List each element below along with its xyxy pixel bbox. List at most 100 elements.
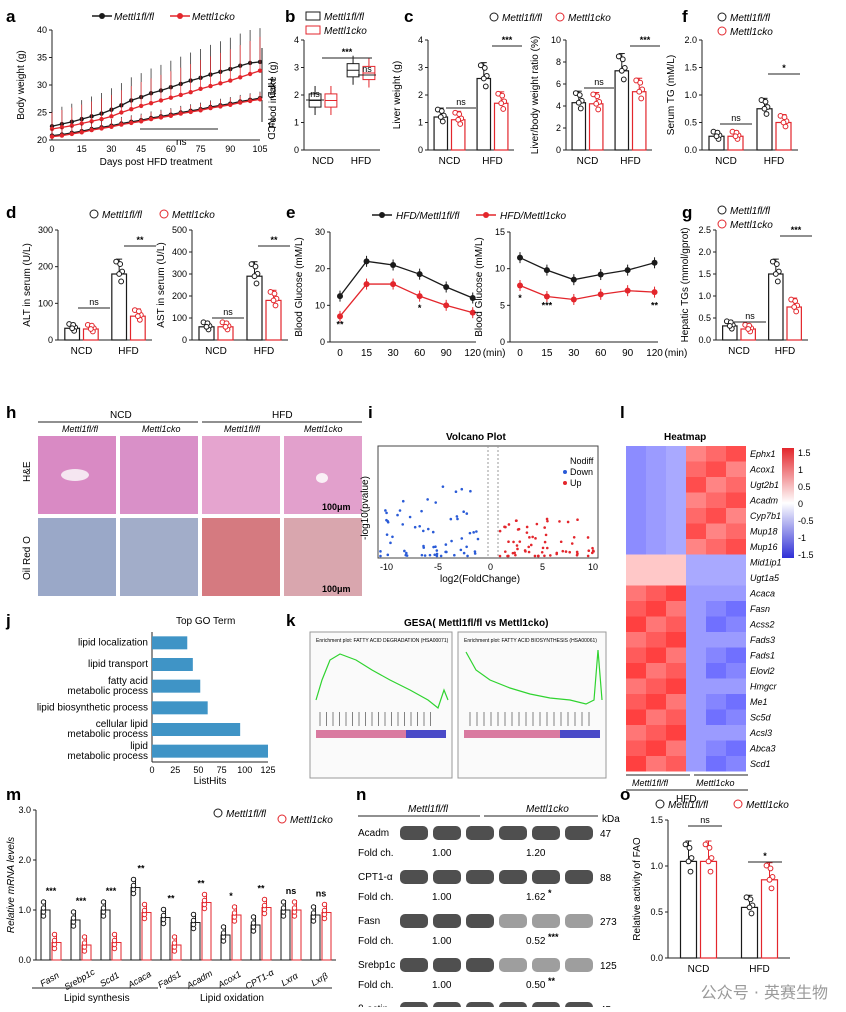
- chart-c2-xtick: HFD: [620, 156, 641, 167]
- chart-c2-dot: [594, 93, 601, 100]
- chart-c1-dot: [481, 65, 488, 71]
- chart-e1-xtick: 90: [441, 348, 453, 359]
- panel-label-l: l: [620, 403, 625, 422]
- heatmap-gene-label: Me1: [750, 697, 768, 707]
- volcano-point-up: [533, 554, 537, 558]
- panel-label-o: o: [620, 785, 630, 804]
- wb-band: [499, 870, 527, 884]
- volcano-point-up: [536, 554, 540, 558]
- heatmap-cell: [626, 492, 646, 508]
- chart-e1-ylabel: Blood Glucose (mM/L): [294, 237, 305, 336]
- chart-e1-ytick-label: 30: [315, 227, 325, 237]
- chart-m-dot: [171, 934, 178, 940]
- wb-band: [400, 826, 428, 840]
- wb-band: [433, 870, 461, 884]
- heatmap-cell: [706, 632, 726, 648]
- heatmap-cell: [646, 461, 666, 477]
- chart-m-sig: **: [137, 864, 145, 874]
- chart-c1-dot: [482, 83, 489, 90]
- heatmap-cell: [706, 725, 726, 741]
- chart-m-sig: **: [257, 884, 265, 894]
- legend-hfd-cko: HFD/Mettl1cko: [500, 211, 567, 222]
- chart-e2-star: *: [518, 293, 522, 303]
- volcano-point-up: [540, 550, 544, 554]
- chart-e2-ylabel: Blood Glucose (mM/L): [474, 237, 485, 336]
- chart-m-dot: [261, 902, 268, 909]
- wb-protein-label: CPT1-α: [358, 872, 393, 883]
- chart-b-ytick-label: 2: [294, 90, 299, 100]
- sig-label: ns: [594, 77, 604, 87]
- volcano-point-up: [515, 519, 518, 522]
- chart-e1-xtick: 0: [337, 348, 343, 359]
- chart-g-xtick: HFD: [775, 346, 796, 357]
- volcano-point-down: [426, 498, 429, 501]
- heatmap-cell: [646, 709, 666, 725]
- heatmap-cell: [646, 554, 666, 570]
- legend-cko-d: Mettl1cko: [172, 210, 215, 221]
- volcano-point-down: [450, 539, 453, 543]
- heatmap-cell: [706, 477, 726, 493]
- heatmap-cell: [666, 647, 686, 663]
- heatmap-cell: [626, 601, 646, 617]
- chart-c2-dot: [638, 95, 645, 102]
- chart-m-xtick: Lxrα: [279, 970, 300, 988]
- volcano-point-up: [498, 554, 502, 558]
- legend-cko-o: Mettl1cko: [746, 800, 789, 811]
- wb-col2: Mettl1cko: [526, 804, 569, 815]
- chart-g-dot: [774, 278, 781, 285]
- legend-f: Mettl1fl/fl Mettl1cko: [717, 12, 773, 38]
- wb-fold-flox: 1.00: [432, 848, 452, 859]
- chart-c2-ytick-label: 6: [556, 79, 561, 89]
- h-hfd: HFD: [272, 410, 293, 421]
- chart-f-dot: [713, 133, 720, 140]
- wb-fold-sig: *: [548, 888, 552, 898]
- chart-f-ytick-label: 1.0: [684, 90, 697, 100]
- chart-m-dot: [160, 906, 167, 913]
- go-bar: [152, 636, 188, 650]
- heatmap-cell: [626, 709, 646, 725]
- chart-m-xtick: Lxrβ: [309, 971, 329, 988]
- volcano-point-up: [527, 550, 531, 554]
- heatmap-cell: [666, 461, 686, 477]
- chart-a-xtick: 75: [196, 144, 206, 154]
- volcano-point-up: [516, 547, 519, 551]
- wb-protein-label: Fasn: [358, 916, 380, 927]
- volcano-point-up: [576, 518, 579, 522]
- chart-d2-dot: [251, 273, 258, 280]
- wb-band: [400, 1002, 428, 1012]
- chart-c2-dot: [595, 106, 602, 113]
- heatmap-gene-label: Acsl3: [749, 728, 772, 738]
- heatmap-gene-label: Ephx1: [750, 449, 776, 459]
- chart-c2-dot: [619, 56, 626, 63]
- chart-a-point: [178, 111, 183, 116]
- go-bar: [152, 658, 193, 671]
- sig-label: ***: [342, 47, 353, 57]
- go-term-label: lipid transport: [88, 659, 148, 670]
- chart-e2-point: [543, 293, 550, 300]
- chart-e1-star: *: [418, 303, 422, 313]
- volcano-point-down: [423, 554, 427, 557]
- heatmap-cell: [646, 570, 666, 586]
- chart-d2-ytick-label: 300: [172, 269, 187, 279]
- gsea-plot1: Enrichment plot: FATTY ACID DEGRADATION …: [316, 638, 449, 644]
- chart-m-dot: [160, 912, 167, 919]
- svg-text:-5: -5: [434, 562, 442, 572]
- heatmap-cell: [646, 508, 666, 524]
- wb-band: [433, 958, 461, 972]
- chart-b-ytick-label: 0: [294, 145, 299, 155]
- chart-e1-point: [469, 295, 476, 301]
- sig-label: ns: [89, 297, 99, 307]
- volcano-point-up: [503, 550, 507, 553]
- heatmap-cell: [706, 756, 726, 772]
- legend-cko-g: Mettl1cko: [730, 220, 773, 231]
- heatmap-cell: [646, 647, 666, 663]
- chart-e1-point: [443, 284, 450, 290]
- volcano-point-up: [531, 535, 534, 539]
- heatmap-cell: [646, 446, 666, 462]
- volcano-point-down: [396, 513, 399, 517]
- chart-m-xtick: Acox1: [215, 969, 243, 991]
- chart-c2-dot: [636, 88, 643, 95]
- chart-e2-line: [519, 284, 655, 301]
- go-term-label: metabolic process: [67, 751, 148, 762]
- volcano-point-up: [524, 550, 527, 553]
